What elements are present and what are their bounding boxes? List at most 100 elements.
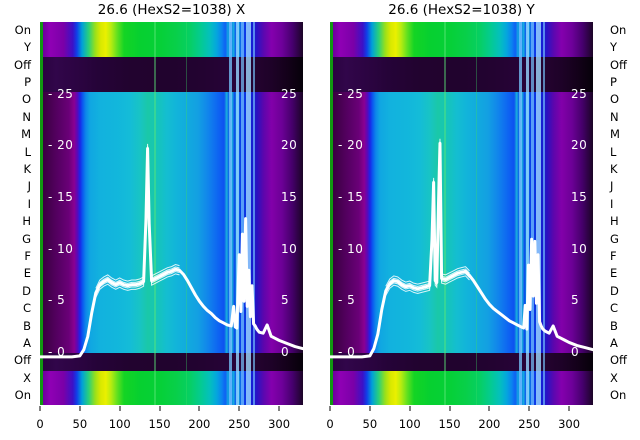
y-axis-label-5: N <box>22 109 31 124</box>
y-axis-label-18: A <box>610 336 618 351</box>
panel-x-trace <box>40 143 303 359</box>
heatmap-streak <box>185 22 188 405</box>
inner-y-tick-right: 10 <box>281 241 298 256</box>
heatmap-streak <box>519 22 522 405</box>
x-tick-mark <box>39 406 41 411</box>
x-tick-mark <box>528 406 530 411</box>
heatmap-streak <box>229 22 232 405</box>
y-axis-label-12: G <box>22 231 31 246</box>
y-axis-label-16: C <box>22 301 31 316</box>
y-axis-label-17: B <box>23 318 31 333</box>
y-axis-label-15: D <box>610 283 619 298</box>
y-axis-label-7: L <box>610 144 617 159</box>
y-axis-label-11: H <box>610 214 619 229</box>
x-axis-panel-y: 0 50 100 150 200 250 300 <box>326 405 593 439</box>
x-tick-label-5: 250 <box>518 417 541 431</box>
inner-y-tick-right: 10 <box>571 241 588 256</box>
inner-y-tick-left: - 15 <box>338 190 364 205</box>
y-axis-label-19: Off <box>610 353 627 368</box>
inner-y-tick-left: - 10 <box>48 241 74 256</box>
inner-y-tick-right: 15 <box>281 190 298 205</box>
y-axis-label-2: Off <box>610 57 627 72</box>
x-tick-mark <box>198 406 200 411</box>
x-tick-label-5: 250 <box>228 417 251 431</box>
x-tick-mark <box>568 406 570 411</box>
y-axis-label-13: F <box>24 249 31 264</box>
panel-x[interactable]: 26.6 (HexS2=1038) X - 25 25- 20 20- 15 15- … <box>40 2 303 405</box>
x-tick-mark <box>369 406 371 411</box>
inner-y-tick-left: - 25 <box>48 86 74 101</box>
heatmap-streak <box>525 22 530 405</box>
trace-echo-line <box>385 138 470 287</box>
panel-x-plot[interactable]: - 25 25 - 20 20 - 15 15 - 10 10 - 5 5 - 0 0 <box>40 22 303 405</box>
row-index-stripe <box>40 22 43 405</box>
y-axis-label-13: F <box>610 249 617 264</box>
y-axis-label-1: Y <box>23 40 31 55</box>
inner-y-tick-left: - 0 <box>338 344 356 359</box>
x-tick-mark <box>159 406 161 411</box>
inner-y-tick-left: - 25 <box>338 86 364 101</box>
y-axis-label-7: L <box>24 144 31 159</box>
y-axis-label-4: O <box>610 92 620 107</box>
y-axis-label-6: M <box>610 127 620 142</box>
y-axis-label-9: J <box>610 179 614 194</box>
inner-y-tick-left: - 5 <box>338 293 356 308</box>
heatmap-streak <box>253 22 256 405</box>
y-axis-label-11: H <box>22 214 31 229</box>
x-tick-label-3: 150 <box>438 417 461 431</box>
inner-y-tick-right: 20 <box>571 138 588 153</box>
trace-echo-line <box>95 143 180 289</box>
y-axis-label-21: On <box>610 388 627 403</box>
panel-x-title: 26.6 (HexS2=1038) X <box>97 2 246 18</box>
inner-y-tick-left: - 0 <box>48 344 66 359</box>
y-axis-label-19: Off <box>14 353 31 368</box>
trace-echo-line <box>95 150 180 296</box>
y-axis-label-6: M <box>21 127 31 142</box>
inner-y-tick-right: 25 <box>571 86 588 101</box>
inner-y-tick-left: - 20 <box>338 138 364 153</box>
x-tick-mark <box>119 406 121 411</box>
y-axis-label-0: On <box>610 22 627 37</box>
x-tick-label-1: 50 <box>72 417 88 431</box>
trace-line <box>40 147 303 359</box>
y-axis-label-10: I <box>27 196 31 211</box>
y-axis-label-10: I <box>610 196 614 211</box>
heatmap-streak <box>444 22 446 405</box>
x-tick-mark <box>409 406 411 411</box>
y-axis-label-5: N <box>610 109 619 124</box>
x-tick-mark <box>329 406 331 411</box>
y-axis-labels-left: On Y Off P O N M L K J I H G F E D C B A Off X On <box>0 22 34 405</box>
y-axis-label-1: Y <box>610 40 618 55</box>
inner-y-tick-right: 15 <box>571 190 588 205</box>
x-tick-mark <box>238 406 240 411</box>
y-axis-label-9: J <box>27 179 31 194</box>
trace-echo-line <box>95 146 180 291</box>
inner-y-tick-right: 0 <box>571 344 580 359</box>
inner-y-tick-right: 25 <box>281 86 298 101</box>
x-tick-label-4: 200 <box>188 417 211 431</box>
panel-y-plot[interactable]: - 25 25 - 20 20 - 15 15 - 10 10 - 5 5 - 0 0 <box>330 22 593 405</box>
y-axis-label-16: C <box>610 301 619 316</box>
y-axis-label-20: X <box>610 370 618 385</box>
inner-y-tick-right: 5 <box>281 293 290 308</box>
x-tick-label-6: 300 <box>558 417 581 431</box>
heatmap-streak <box>536 22 541 405</box>
y-axis-label-12: G <box>610 231 619 246</box>
y-axis-label-17: B <box>610 318 618 333</box>
trace-echo-line <box>385 141 470 289</box>
x-tick-label-3: 150 <box>148 417 171 431</box>
heatmap-streak <box>531 22 534 405</box>
x-tick-mark <box>79 406 81 411</box>
inner-y-tick-left: - 15 <box>48 190 74 205</box>
y-axis-label-14: E <box>610 266 618 281</box>
x-axis-panel-x: 0 50 100 150 200 250 300 <box>36 405 303 439</box>
x-tick-label-1: 50 <box>362 417 378 431</box>
heatmap-streak <box>235 22 240 405</box>
heatmap-streak <box>475 22 478 405</box>
panel-y[interactable]: 26.6 (HexS2=1038) Y - 25 25- 20 20- 15 15- … <box>330 2 593 405</box>
x-tick-label-6: 300 <box>268 417 291 431</box>
x-tick-label-2: 100 <box>398 417 421 431</box>
y-axis-label-15: D <box>22 283 31 298</box>
y-axis-label-8: K <box>23 161 31 176</box>
